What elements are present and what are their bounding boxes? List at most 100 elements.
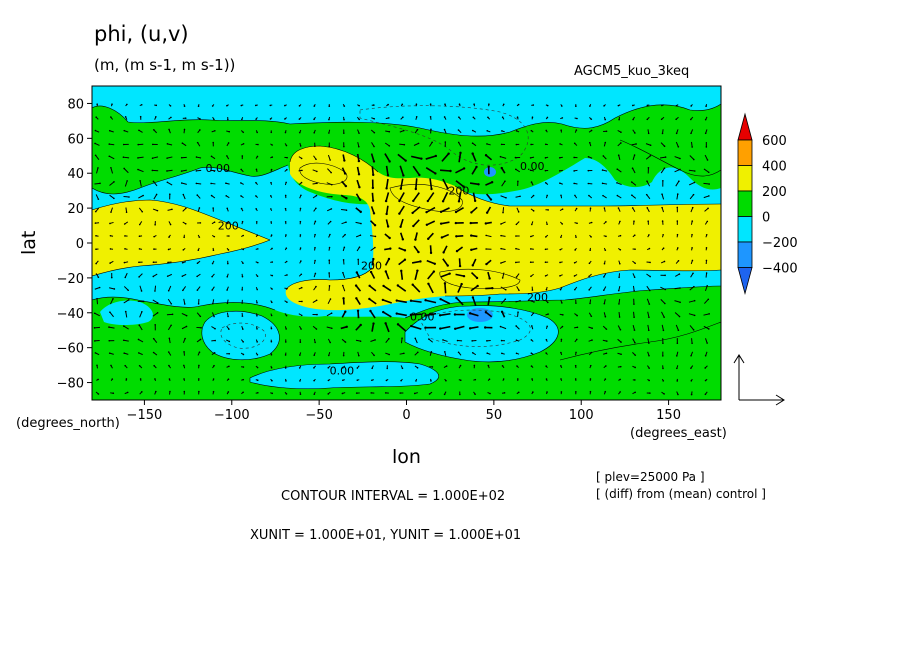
wind-vector-head [228, 328, 230, 330]
wind-vector-head [515, 339, 518, 342]
wind-vector-head [210, 182, 212, 185]
wind-vector-head [705, 146, 708, 148]
y-axis-unit: (degrees_north) [16, 416, 120, 431]
wind-vector-head [240, 168, 242, 171]
wind-vector-head [617, 104, 620, 107]
wind-vector-head [444, 103, 446, 105]
wind-vector [661, 324, 664, 331]
wind-vector-head [388, 145, 391, 147]
wind-vector-head [603, 207, 606, 209]
wind-vector-head [355, 297, 358, 300]
wind-vector-head [533, 301, 535, 303]
wind-vector-head [500, 339, 503, 342]
wind-vector [123, 286, 129, 291]
wind-vector-head [646, 180, 648, 182]
wind-vector [500, 156, 507, 159]
wind-vector-head [388, 130, 391, 133]
wind-vector-head [122, 339, 125, 342]
wind-vector-head [648, 342, 650, 344]
wind-vector-head [156, 209, 159, 212]
wind-vector-head [619, 365, 622, 368]
wind-vector-head [486, 340, 488, 342]
wind-vector [152, 312, 158, 317]
wind-vector-head [316, 313, 318, 316]
wind-vector-head [255, 181, 257, 184]
wind-vector-head [434, 154, 438, 158]
wind-vector-head [108, 129, 111, 132]
x-tick-label: 0 [402, 408, 410, 423]
wind-vector-head [257, 143, 259, 146]
wind-vector-head [400, 269, 403, 273]
wind-vector [183, 298, 186, 305]
contour-label: 200 [218, 220, 239, 233]
colorbar-segment [737, 241, 753, 268]
wind-vector-head [517, 311, 519, 313]
wind-vector-head [500, 166, 503, 170]
wind-vector-head [633, 316, 635, 319]
wind-vector-head [271, 261, 274, 263]
wind-vector-head [417, 351, 419, 354]
wind-vector-head [197, 378, 200, 380]
wind-vector [415, 178, 418, 190]
wind-vector-head [314, 233, 316, 236]
wind-vector [152, 299, 158, 304]
wind-vector-head [501, 130, 503, 132]
wind-vector-head [648, 247, 651, 250]
wind-vector-head [111, 378, 114, 380]
wind-vector-head [399, 392, 401, 394]
wind-vector-head [575, 302, 577, 304]
wind-vector-head [154, 378, 156, 380]
wind-vector-head [315, 328, 318, 330]
wind-vector-head [573, 182, 575, 185]
wind-vector-head [704, 367, 707, 369]
wind-vector-head [573, 275, 576, 277]
wind-vector-head [402, 129, 405, 132]
wind-vector [646, 298, 650, 305]
wind-vector-head [327, 393, 330, 395]
wind-vector [502, 207, 505, 213]
wind-vector-head [648, 234, 650, 236]
wind-vector-head [228, 352, 231, 355]
wind-vectors [93, 103, 710, 396]
wind-vector-head [256, 379, 259, 382]
wind-vector [500, 286, 507, 291]
wind-vector-head [299, 393, 302, 396]
wind-vector-head [270, 181, 272, 184]
wind-vector-head [605, 365, 607, 367]
wind-vector-head [113, 181, 115, 183]
wind-vector-head [469, 221, 472, 225]
wind-vector [108, 326, 115, 329]
wind-vector-head [127, 299, 130, 301]
wind-vector-head [299, 247, 302, 249]
wind-vector-head [690, 379, 693, 382]
wind-vector-head [113, 288, 116, 290]
wind-vector-head [632, 104, 634, 107]
wind-vector-head [446, 187, 449, 190]
wind-vector-head [345, 325, 348, 328]
wind-vector-head [329, 233, 331, 236]
wind-vector [397, 284, 407, 292]
wind-vector-head [97, 393, 100, 395]
wind-vector-head [414, 337, 417, 340]
wind-vector-head [270, 327, 273, 330]
wind-vector-head [210, 194, 213, 197]
wind-vector-head [517, 103, 520, 106]
wind-vector-head [110, 116, 112, 118]
wind-vector-head [545, 338, 548, 341]
x-ticks: −150 −100 −50 0 50 100 150 [127, 400, 681, 423]
wind-vector-head [663, 316, 665, 318]
wind-vector [385, 178, 389, 189]
wind-vector-head [587, 169, 590, 172]
wind-vector-head [127, 289, 129, 292]
wind-vector-head [213, 315, 215, 318]
wind-vector-head [485, 234, 487, 237]
wind-vector-head [313, 131, 315, 134]
wind-vector [412, 219, 420, 227]
wind-vector [646, 285, 651, 291]
wind-vector-head [256, 314, 258, 317]
contour-line [92, 296, 276, 311]
plev-note: [ plev=25000 Pa ] [596, 470, 705, 484]
wind-vector-head [704, 379, 707, 382]
wind-vector-head [501, 116, 504, 119]
wind-vector-head [93, 312, 96, 315]
